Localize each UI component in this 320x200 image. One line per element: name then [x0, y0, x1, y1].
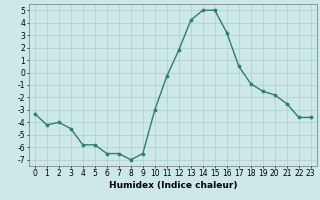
X-axis label: Humidex (Indice chaleur): Humidex (Indice chaleur) [108, 181, 237, 190]
